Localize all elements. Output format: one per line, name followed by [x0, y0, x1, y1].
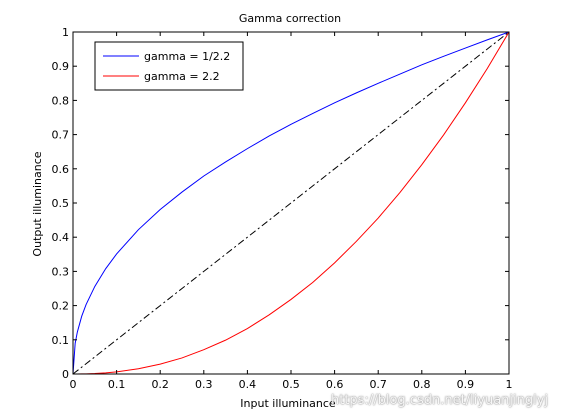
legend-label: gamma = 1/2.2: [144, 50, 230, 63]
axes: 0 0.1 0.2 0.3 0.4 0.5 0.6 0.7 0.8 0.9 1 0 0.1 0.2 0.3 0…: [52, 26, 513, 391]
legend-box: [94, 41, 244, 91]
y-tick-label: 0: [62, 368, 69, 381]
x-tick-label: 0.4: [239, 378, 257, 391]
y-tick-label: 0.7: [52, 129, 70, 142]
x-tick-label: 1: [506, 378, 513, 391]
y-tick-label: 0.6: [52, 163, 70, 176]
y-axis-title: Output illuminance: [31, 151, 44, 256]
y-tick-label: 0.3: [52, 265, 70, 278]
y-tick-label: 0.8: [52, 94, 70, 107]
x-tick-label: 0.1: [108, 378, 126, 391]
x-tick-label: 0.3: [195, 378, 213, 391]
series-line-3: [72, 31, 510, 375]
y-tick-label: 0.9: [52, 60, 70, 73]
watermark-text: https://blog.csdn.net/liyuanjinglyj: [331, 393, 549, 408]
x-tick-label: 0.8: [413, 378, 431, 391]
x-tick-label: 0.6: [326, 378, 344, 391]
y-tick-label: 0.1: [52, 334, 70, 347]
y-tick-label: 0.2: [52, 300, 70, 313]
x-tick-label: 0: [70, 378, 77, 391]
legend-label: gamma = 2.2: [144, 70, 220, 83]
y-tick-label: 0.5: [52, 197, 70, 210]
x-tick-label: 0.5: [282, 378, 300, 391]
chart-title: Gamma correction: [239, 12, 341, 25]
y-tick-label: 1: [62, 26, 69, 39]
x-tick-label: 0.9: [457, 378, 475, 391]
x-axis-title: Input illuminance: [240, 397, 336, 410]
legend: gamma = 1/2.2 gamma = 2.2: [94, 41, 244, 91]
x-tick-label: 0.7: [369, 378, 387, 391]
x-tick-label: 0.2: [151, 378, 169, 391]
y-tick-label: 0.4: [52, 231, 70, 244]
series-line-1: [72, 31, 510, 375]
